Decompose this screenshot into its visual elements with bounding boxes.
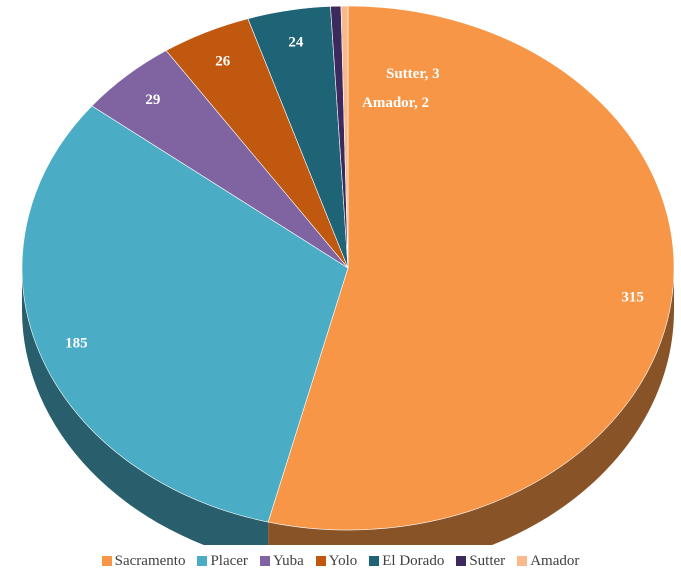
slice-sacramento[interactable] xyxy=(267,5,675,531)
data-label-el-dorado: 24 xyxy=(288,34,304,50)
slice-side-sacramento xyxy=(268,268,674,545)
data-label-yolo: 26 xyxy=(215,54,231,70)
legend-swatch-yuba xyxy=(259,556,270,566)
legend-swatch-sacramento xyxy=(101,556,112,566)
legend-label-sutter: Sutter xyxy=(469,552,506,569)
legend-item-sutter: Sutter xyxy=(456,553,505,570)
slice-amador[interactable] xyxy=(340,5,349,269)
legend-swatch-el-dorado xyxy=(369,556,380,566)
legend-label-yuba: Yuba xyxy=(272,552,304,569)
data-label-amador: Amador, 2 xyxy=(362,95,429,111)
legend-label-placer: Placer xyxy=(210,552,248,569)
legend-label-yolo: Yolo xyxy=(328,552,358,569)
slice-placer[interactable] xyxy=(21,105,349,523)
pie-chart: 315 185 29 26 24 Sutter, 3 Amador, 2 xyxy=(21,5,675,545)
data-label-yuba: 29 xyxy=(145,92,160,108)
legend-item-yuba: Yuba xyxy=(259,552,304,570)
pie-data-labels: 315 185 29 26 24 Sutter, 3 Amador, 2 xyxy=(65,34,644,351)
data-label-sacramento: 315 xyxy=(621,289,644,305)
legend-item-placer: Placer xyxy=(197,552,248,570)
data-label-placer: 185 xyxy=(65,335,88,351)
legend-swatch-placer xyxy=(197,556,208,566)
data-label-sutter: Sutter, 3 xyxy=(386,66,440,82)
legend-item-amador: Amador xyxy=(517,553,579,570)
legend-swatch-sutter xyxy=(456,556,467,566)
legend-label-el-dorado: El Dorado xyxy=(382,552,445,569)
legend-item-yolo: Yolo xyxy=(315,552,358,570)
pie-slices xyxy=(21,5,675,531)
legend-label-sacramento: Sacramento xyxy=(114,552,186,569)
legend-swatch-yolo xyxy=(315,556,326,566)
legend-item-el-dorado: El Dorado xyxy=(369,553,444,570)
legend-label-amador: Amador xyxy=(530,552,580,569)
legend-swatch-amador xyxy=(517,556,528,566)
legend: Sacramento Placer Yuba Yolo El Dorado Sutter A… xyxy=(0,549,681,573)
legend-item-sacramento: Sacramento xyxy=(101,552,186,570)
